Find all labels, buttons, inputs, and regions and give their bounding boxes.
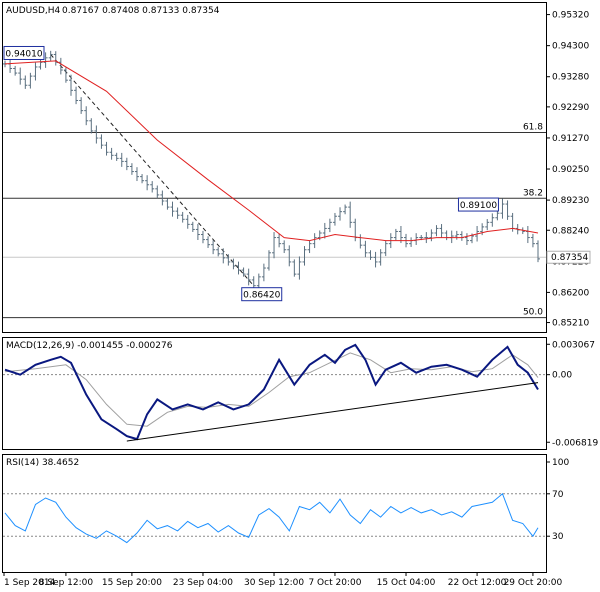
xtick-label: 30 Sep 12:00	[244, 578, 304, 588]
macd-main-line	[4, 343, 539, 441]
current-price-box	[546, 250, 591, 264]
xtick-label: 15 Sep 20:00	[102, 578, 162, 588]
rsi-ytick-label: 70	[552, 490, 564, 500]
price-annotation-1: 0.89100	[460, 201, 497, 211]
price-ytick-label: 0.93280	[552, 73, 589, 83]
xtick-label: 15 Oct 04:00	[377, 578, 436, 588]
price-ytick-label: 0.85210	[552, 319, 589, 329]
price-panel: 61.8 38.2 50.0 0.94010 0.89100 0.86420 0.95320…	[3, 11, 591, 329]
xtick-label: 8 Sep 12:00	[39, 578, 94, 588]
dashed-trendline	[50, 54, 255, 287]
price-ytick-label: 0.88240	[552, 226, 589, 236]
rsi-line	[4, 492, 539, 544]
price-panel-frame	[2, 2, 547, 333]
fib-label-0: 61.8	[523, 122, 543, 132]
macd-panel-frame	[2, 337, 547, 450]
macd-trendline	[126, 382, 539, 442]
price-ytick-label: 0.89230	[552, 196, 589, 206]
macd-ytick-label: -0.006819	[552, 438, 598, 448]
price-ytick-label: 0.94300	[552, 42, 589, 52]
xtick-label: 29 Oct 20:00	[504, 578, 563, 588]
price-annotation-box-2	[241, 287, 283, 302]
rsi-panel: 100 70 30	[3, 458, 569, 544]
current-price-label: 0.87354	[551, 253, 588, 263]
price-ytick-label: 0.95320	[552, 11, 589, 21]
moving-average-line	[4, 60, 539, 242]
fib-label-1: 38.2	[523, 188, 543, 198]
macd-title: MACD(12,26,9) -0.001455 -0.000276	[6, 341, 173, 351]
price-annotation-0: 0.94010	[5, 49, 42, 59]
xtick-label: 7 Oct 20:00	[308, 578, 361, 588]
price-annotation-box-1	[457, 197, 499, 212]
price-ytick-label: 0.92290	[552, 103, 589, 113]
xtick-label: 23 Sep 04:00	[173, 578, 233, 588]
fib-label-2: 50.0	[523, 308, 543, 318]
xtick-label: 1 Sep 2014	[4, 578, 56, 588]
rsi-ytick-label: 30	[552, 532, 564, 542]
ohlc-readout: 0.87167 0.87408 0.87133 0.87354	[62, 6, 220, 16]
price-ytick-label: 0.90250	[552, 165, 589, 175]
xtick-label: 22 Oct 12:00	[448, 578, 507, 588]
macd-panel: 0.003067 0.00 -0.006819	[3, 340, 598, 448]
rsi-ytick-label: 100	[552, 458, 569, 468]
macd-ytick-label: 0.00	[552, 371, 572, 381]
rsi-title: RSI(14) 38.4652	[6, 458, 79, 468]
price-annotation-box-0	[3, 45, 45, 60]
macd-ytick-label: 0.003067	[552, 340, 595, 350]
price-ytick-label: 0.86200	[552, 288, 589, 298]
price-annotation-2: 0.86420	[243, 291, 280, 301]
price-ytick-label: 0.91270	[552, 134, 589, 144]
symbol-label: AUDUSD,H4	[6, 6, 61, 16]
